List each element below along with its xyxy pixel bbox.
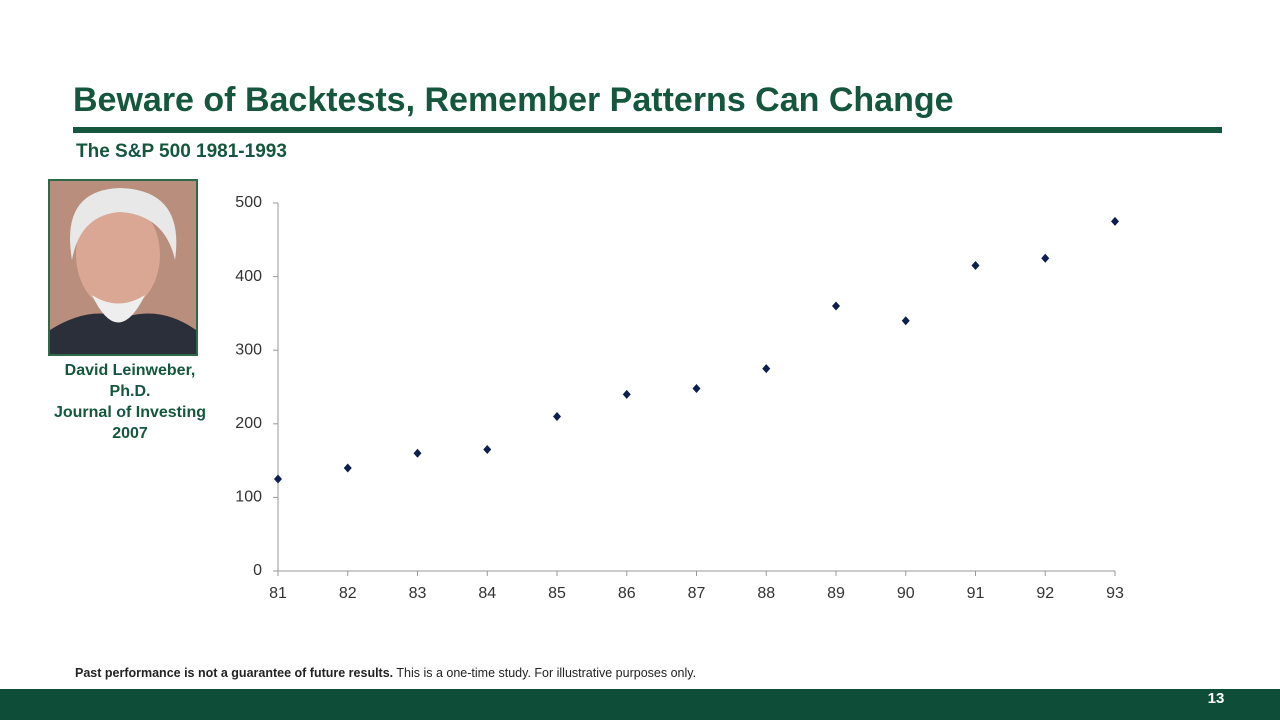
photo xyxy=(48,179,198,356)
caption-line: Ph.D. xyxy=(110,383,151,400)
x-tick-label: 81 xyxy=(269,585,287,602)
x-tick-label: 87 xyxy=(688,585,706,602)
point xyxy=(274,474,282,484)
x-tick-label: 88 xyxy=(757,585,775,602)
point xyxy=(343,463,352,473)
x-tick-label: 83 xyxy=(409,585,427,602)
point xyxy=(413,448,422,458)
point xyxy=(692,383,701,393)
point xyxy=(622,389,631,399)
slide-title: Beware of Backtests, Remember Patterns C… xyxy=(73,81,954,119)
point xyxy=(1041,253,1050,263)
x-tick-label: 89 xyxy=(827,585,845,602)
x-tick-label: 84 xyxy=(478,585,496,602)
point xyxy=(971,261,980,271)
point xyxy=(553,411,561,421)
point xyxy=(762,364,771,374)
page-number: 13 xyxy=(1208,690,1225,707)
x-tick-label: 90 xyxy=(897,585,915,602)
caption-line: David Leinweber, xyxy=(65,362,196,379)
point xyxy=(832,301,840,311)
x-tick-label: 82 xyxy=(339,585,357,602)
footer-bar xyxy=(0,689,1280,720)
y-tick-label: 400 xyxy=(235,268,262,285)
y-tick-label: 100 xyxy=(235,489,262,506)
footnote-bold: Past performance is not a guarantee of f… xyxy=(75,666,393,680)
footnote-text: This is a one-time study. For illustrati… xyxy=(396,666,696,680)
y-tick-label: 500 xyxy=(235,194,262,211)
x-tick-label: 93 xyxy=(1106,585,1124,602)
y-tick-label: 0 xyxy=(253,562,262,579)
x-tick-label: 86 xyxy=(618,585,636,602)
point xyxy=(901,316,910,326)
caption-line: 2007 xyxy=(112,425,148,442)
x-tick-label: 92 xyxy=(1036,585,1054,602)
point xyxy=(483,445,492,455)
point xyxy=(1111,216,1119,226)
x-tick-label: 85 xyxy=(548,585,566,602)
chart-title: The S&P 500 1981-1993 xyxy=(76,141,287,162)
title-rule xyxy=(73,127,1222,133)
caption-line: Journal of Investing xyxy=(54,404,206,421)
y-tick-label: 300 xyxy=(235,341,262,358)
y-tick-label: 200 xyxy=(235,415,262,432)
footnote: Past performance is not a guarantee of f… xyxy=(75,666,696,680)
x-tick-label: 91 xyxy=(967,585,985,602)
